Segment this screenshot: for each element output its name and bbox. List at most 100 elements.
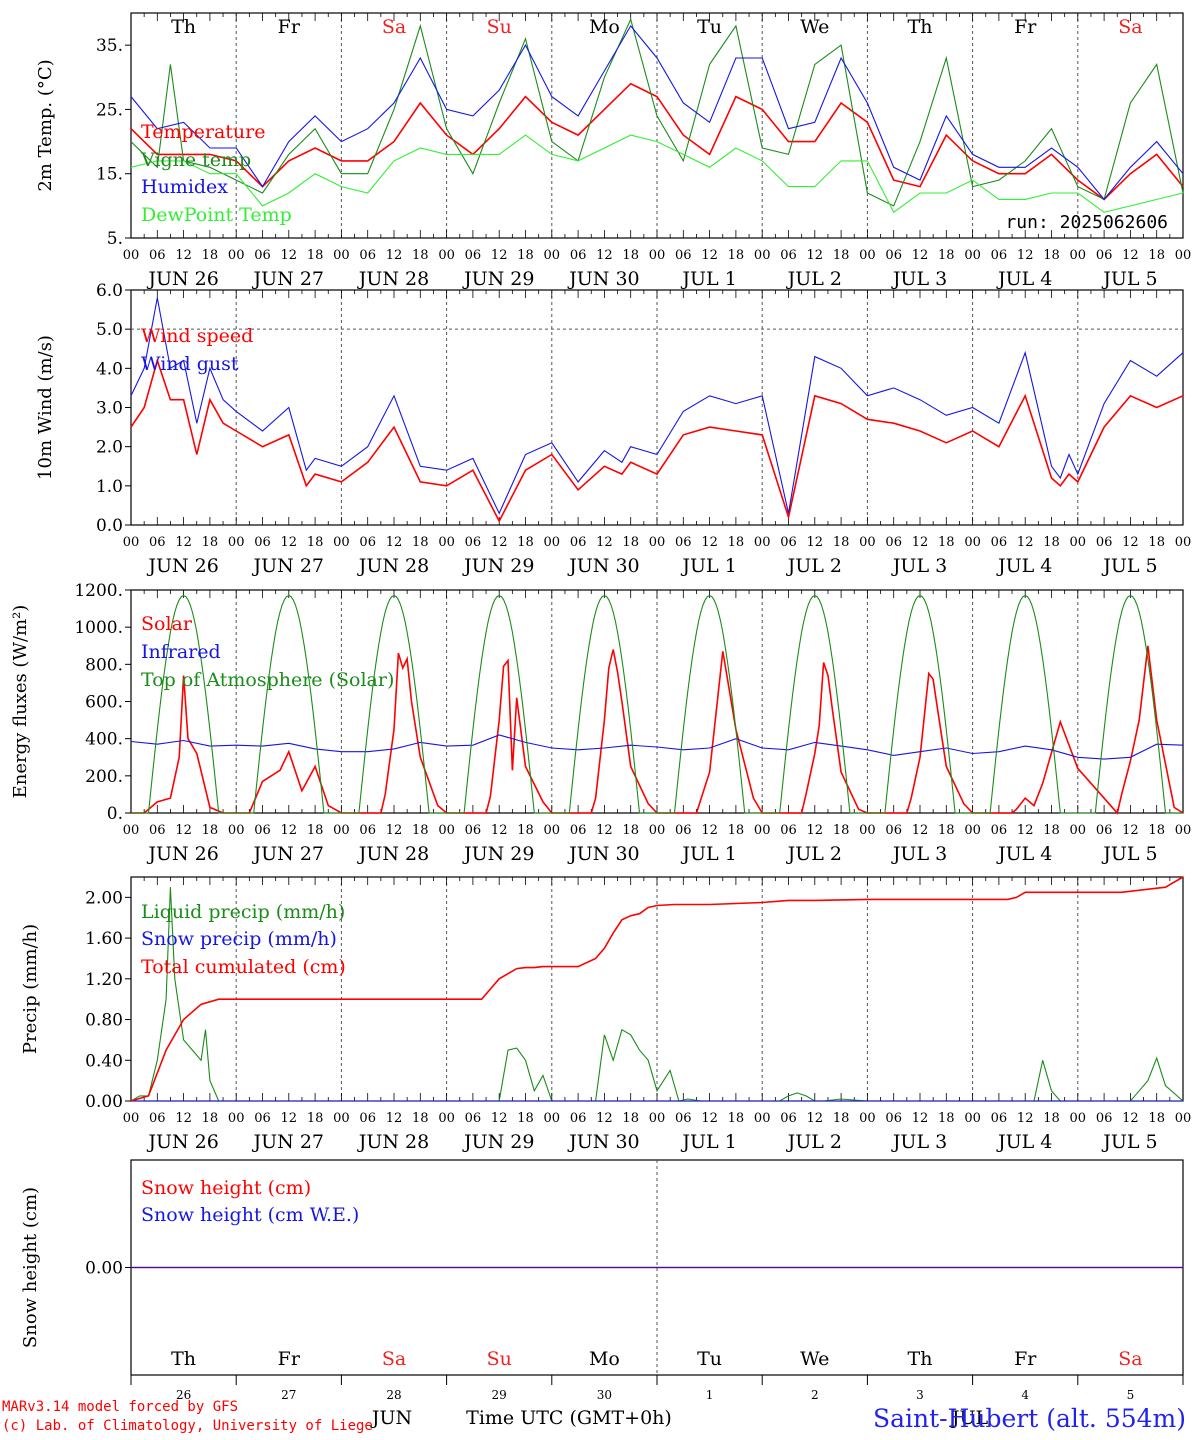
date-label-4: JUN 29 [462, 843, 534, 865]
series-vigne-temp [130, 17, 1184, 207]
x-hour-label: 06 [254, 535, 271, 550]
date-label-2: JUN 27 [252, 1131, 324, 1153]
date-label-9: JUL 4 [996, 843, 1052, 865]
x-hour-label: 06 [780, 535, 797, 550]
date-label-3: JUN 28 [357, 268, 429, 290]
x-hour-label: 18 [307, 535, 324, 550]
y-tick-label: 3.0 [96, 399, 123, 419]
date-label-9: JUL 4 [996, 268, 1052, 290]
day-name-top-2: Fr [278, 16, 301, 38]
day-number-3: 28 [386, 1388, 401, 1402]
day-name-bottom-4: Su [487, 1348, 512, 1370]
date-label-2: JUN 27 [252, 843, 324, 865]
series-infrared [130, 734, 1184, 760]
y-tick-label: 600. [85, 693, 123, 713]
x-hour-label: 00 [1175, 1111, 1192, 1126]
date-label-1: JUN 26 [146, 1131, 218, 1153]
y-tick-label: 1000. [74, 618, 123, 638]
x-hour-label: 00 [649, 535, 666, 550]
date-label-8: JUL 3 [891, 555, 947, 577]
x-hour-label: 00 [228, 1111, 245, 1126]
y-tick-label: 800. [85, 655, 123, 675]
x-hour-label: 18 [728, 823, 745, 838]
date-label-6: JUL 1 [680, 843, 736, 865]
x-hour-label: 18 [412, 823, 429, 838]
x-hour-label: 06 [675, 823, 692, 838]
x-hour-label: 06 [885, 1111, 902, 1126]
date-label-4: JUN 29 [462, 1131, 534, 1153]
day-name-top-1: Th [171, 16, 196, 38]
x-hour-label: 18 [938, 535, 955, 550]
day-name-bottom-10: Sa [1118, 1348, 1142, 1370]
x-hour-label: 06 [254, 1111, 271, 1126]
x-hour-label: 18 [517, 823, 534, 838]
series-humidex [130, 24, 1184, 201]
x-hour-label: 18 [938, 248, 955, 263]
y-tick-label: 5. [107, 229, 123, 249]
x-hour-label: 00 [964, 1111, 981, 1126]
x-hour-label: 18 [1043, 248, 1060, 263]
x-hour-label: 18 [622, 535, 639, 550]
legend-temperature: Temperature [141, 121, 265, 143]
x-hour-label: 06 [570, 1111, 587, 1126]
date-label-6: JUL 1 [680, 1131, 736, 1153]
x-hour-label: 00 [438, 1111, 455, 1126]
y-tick-label: 6.0 [96, 281, 123, 301]
x-hour-label: 12 [386, 823, 403, 838]
y-tick-label: 4.0 [96, 359, 123, 379]
day-name-top-7: We [800, 16, 829, 38]
day-name-top-8: Th [908, 16, 933, 38]
x-hour-label: 00 [123, 248, 140, 263]
x-hour-label: 06 [885, 248, 902, 263]
model-credits: MARv3.14 model forced by GFS (c) Lab. of… [2, 1398, 373, 1436]
x-hour-label: 00 [649, 1111, 666, 1126]
x-hour-label: 06 [991, 535, 1008, 550]
x-hour-label: 06 [149, 248, 166, 263]
x-hour-label: 12 [1017, 535, 1034, 550]
date-label-7: JUL 2 [786, 555, 842, 577]
legend-humidex: Humidex [141, 176, 228, 198]
date-label-3: JUN 28 [357, 843, 429, 865]
date-label-5: JUN 30 [567, 555, 639, 577]
x-hour-label: 12 [807, 1111, 824, 1126]
y-tick-label: 0.80 [85, 1011, 123, 1031]
x-hour-label: 18 [412, 1111, 429, 1126]
date-label-5: JUN 30 [567, 1131, 639, 1153]
day-name-bottom-6: Tu [697, 1348, 722, 1370]
x-hour-label: 12 [386, 535, 403, 550]
x-hour-label: 12 [912, 823, 929, 838]
x-hour-label: 06 [991, 248, 1008, 263]
x-hour-label: 06 [570, 823, 587, 838]
x-hour-label: 06 [254, 823, 271, 838]
x-hour-label: 00 [964, 535, 981, 550]
x-hour-label: 06 [570, 535, 587, 550]
y-tick-label: 1200. [74, 581, 123, 601]
x-hour-label: 12 [386, 248, 403, 263]
x-hour-label: 18 [517, 1111, 534, 1126]
day-number-10: 5 [1127, 1388, 1135, 1402]
x-hour-label: 00 [1175, 535, 1192, 550]
x-hour-label: 06 [885, 823, 902, 838]
x-hour-label: 18 [1043, 535, 1060, 550]
x-hour-label: 06 [780, 248, 797, 263]
x-hour-label: 18 [833, 535, 850, 550]
panel-3-ylabel: Energy fluxes (W/m²) [10, 605, 31, 799]
date-label-8: JUL 3 [891, 268, 947, 290]
x-hour-label: 00 [333, 248, 350, 263]
x-hour-label: 18 [202, 535, 219, 550]
x-hour-label: 12 [912, 248, 929, 263]
y-tick-label: 1.20 [85, 970, 123, 990]
x-hour-label: 00 [1175, 823, 1192, 838]
y-tick-label: 15. [96, 165, 123, 185]
x-hour-label: 12 [491, 1111, 508, 1126]
panel-3-frame [130, 589, 1184, 814]
x-hour-label: 18 [728, 535, 745, 550]
y-tick-label: 0.00 [85, 1092, 123, 1112]
x-hour-label: 12 [491, 248, 508, 263]
x-hour-label: 06 [359, 535, 376, 550]
x-hour-label: 12 [175, 535, 192, 550]
y-tick-label: 0. [107, 804, 123, 824]
x-hour-label: 06 [465, 535, 482, 550]
x-hour-label: 12 [807, 248, 824, 263]
y-tick-label: 200. [85, 767, 123, 787]
